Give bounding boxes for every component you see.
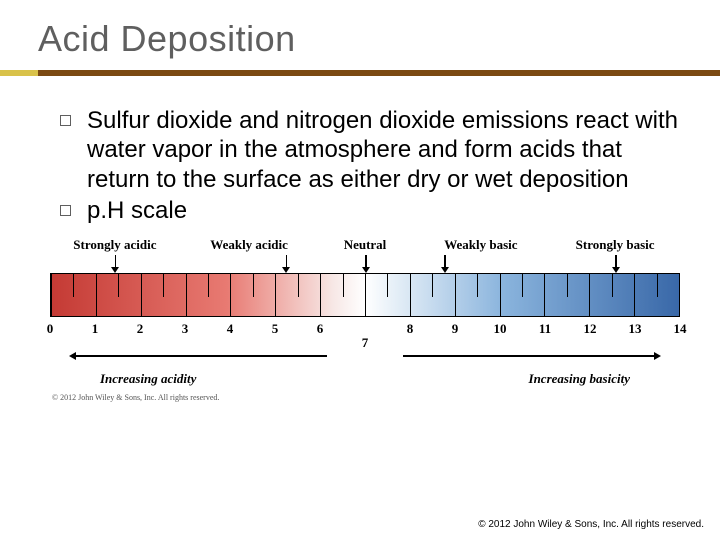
ph-number: 14 [674,321,687,337]
tick-mark [343,274,344,297]
tick-mark [230,274,231,316]
arrow-down-icon [365,255,367,269]
tick-mark [567,274,568,297]
tick-mark [163,274,164,297]
tick-mark [410,274,411,316]
rule-main [38,70,720,76]
arrow-down-icon [115,255,117,269]
bullet-text: Sulfur dioxide and nitrogen dioxide emis… [87,106,680,194]
label-weakly-acidic: Weakly acidic [194,237,304,253]
tick-mark [612,274,613,297]
tick-mark [253,274,254,297]
ph-scale-bar [50,273,680,317]
tick-mark [522,274,523,297]
rule-accent [0,70,38,76]
tick-mark [275,274,276,316]
arrow-left-icon [75,355,327,357]
ph-scale-diagram: Strongly acidic Weakly acidic Neutral We… [50,237,680,402]
label-increasing-basicity: Increasing basicity [529,371,630,387]
label-increasing-acidity: Increasing acidity [100,371,196,387]
top-arrows [60,255,670,273]
tick-mark [544,274,545,316]
label-strongly-acidic: Strongly acidic [60,237,170,253]
tick-mark [657,274,658,297]
tick-mark [96,274,97,316]
tick-mark [589,274,590,316]
tick-mark [634,274,635,316]
page-title: Acid Deposition [0,0,720,70]
label-strongly-basic: Strongly basic [560,237,670,253]
bottom-labels: Increasing acidity Increasing basicity [100,371,630,387]
tick-mark [679,274,680,316]
figure-copyright: © 2012 John Wiley & Sons, Inc. All right… [52,393,680,402]
tick-mark [432,274,433,297]
ph-number: 6 [317,321,324,337]
ph-number: 2 [137,321,144,337]
ph-number: 12 [584,321,597,337]
bullet-marker-icon [60,115,71,126]
bottom-arrows [50,347,680,369]
tick-mark [141,274,142,316]
tick-mark [387,274,388,297]
title-rule [0,70,720,76]
ph-number: 0 [47,321,54,337]
slide-footer: © 2012 John Wiley & Sons, Inc. All right… [478,519,704,530]
tick-mark [51,274,52,316]
ph-number: 3 [182,321,189,337]
tick-mark [477,274,478,297]
tick-mark [298,274,299,297]
tick-mark [208,274,209,297]
arrow-down-icon [615,255,617,269]
ph-number: 4 [227,321,234,337]
arrow-down-icon [286,255,288,269]
ph-ticks [51,274,679,316]
arrow-down-icon [444,255,446,269]
tick-mark [186,274,187,316]
tick-mark [500,274,501,316]
ph-number: 11 [539,321,551,337]
tick-mark [73,274,74,297]
bullet-item: p.H scale [60,196,680,225]
tick-mark [118,274,119,297]
content-area: Sulfur dioxide and nitrogen dioxide emis… [0,76,720,225]
tick-mark [320,274,321,316]
ph-number: 8 [407,321,414,337]
ph-number: 5 [272,321,279,337]
label-weakly-basic: Weakly basic [426,237,536,253]
label-neutral: Neutral [328,237,401,253]
top-labels: Strongly acidic Weakly acidic Neutral We… [60,237,670,253]
ph-number: 1 [92,321,99,337]
bullet-marker-icon [60,205,71,216]
ph-number: 9 [452,321,459,337]
ph-number: 10 [494,321,507,337]
bullet-item: Sulfur dioxide and nitrogen dioxide emis… [60,106,680,194]
ph-number: 13 [628,321,641,337]
tick-mark [365,274,366,316]
tick-mark [455,274,456,316]
bullet-text: p.H scale [87,196,187,225]
ph-numbers: 01234567891011121314 [50,321,680,341]
arrow-right-icon [403,355,655,357]
